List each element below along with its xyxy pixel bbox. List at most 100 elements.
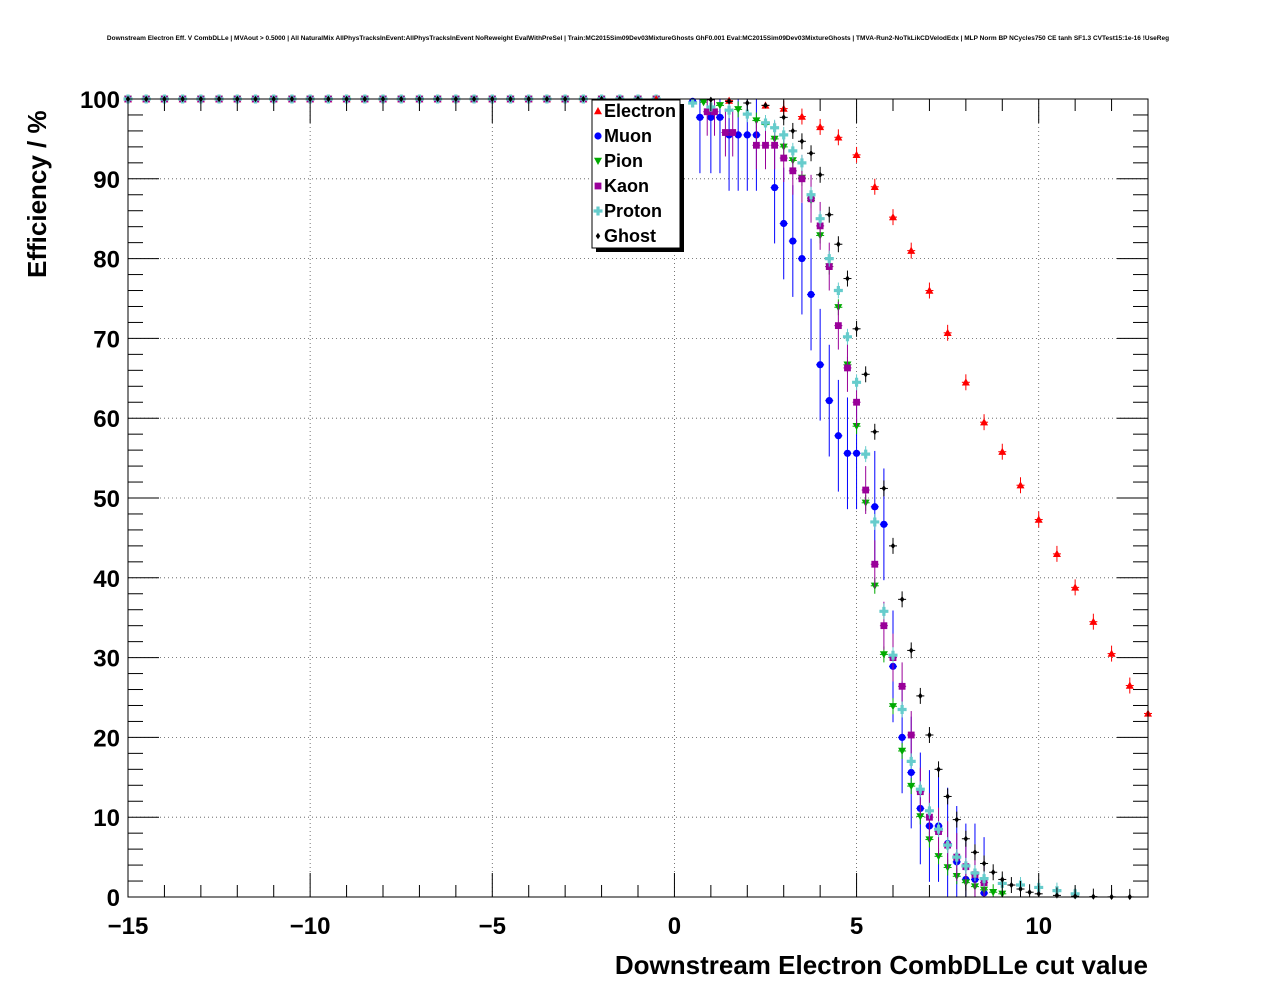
series-muon bbox=[688, 97, 989, 897]
data-point bbox=[816, 122, 825, 131]
data-point bbox=[789, 167, 797, 175]
data-point bbox=[872, 428, 878, 435]
data-point bbox=[888, 650, 898, 660]
data-point bbox=[780, 154, 788, 162]
data-point bbox=[843, 449, 852, 457]
x-tick-label: 0 bbox=[668, 913, 681, 940]
data-point bbox=[836, 241, 841, 248]
data-point bbox=[943, 840, 953, 850]
y-tick-label: 0 bbox=[107, 885, 120, 912]
y-tick-label: 100 bbox=[80, 87, 120, 114]
data-point bbox=[945, 793, 950, 800]
x-tick-label: 5 bbox=[850, 913, 863, 940]
data-point bbox=[1125, 681, 1134, 689]
data-point bbox=[726, 98, 732, 105]
data-point bbox=[989, 889, 998, 897]
data-point bbox=[963, 835, 969, 842]
x-tick-label: −5 bbox=[479, 913, 506, 940]
data-point bbox=[825, 397, 833, 405]
data-point bbox=[852, 422, 861, 431]
legend-marker bbox=[594, 157, 602, 165]
data-point bbox=[834, 322, 842, 330]
data-point bbox=[936, 766, 941, 773]
data-point bbox=[797, 158, 807, 168]
data-point bbox=[834, 432, 842, 440]
data-point bbox=[743, 131, 751, 139]
legend-item-ghost: Ghost bbox=[595, 226, 656, 246]
data-point bbox=[761, 118, 770, 128]
y-tick-label: 60 bbox=[93, 406, 120, 433]
legend-label: Pion bbox=[604, 151, 643, 171]
data-point bbox=[780, 219, 788, 228]
data-point bbox=[797, 112, 806, 120]
series-kaon bbox=[703, 99, 989, 897]
legend-marker bbox=[594, 107, 602, 115]
data-point bbox=[716, 113, 724, 121]
x-tick-label: −10 bbox=[290, 913, 331, 940]
legend-marker bbox=[594, 132, 602, 140]
data-point bbox=[889, 703, 897, 711]
legend-label: Proton bbox=[604, 201, 662, 221]
data-point bbox=[1016, 481, 1025, 489]
data-point bbox=[817, 171, 823, 179]
y-tick-label: 10 bbox=[93, 805, 120, 832]
data-point bbox=[724, 105, 734, 115]
data-point bbox=[1009, 881, 1014, 889]
data-point bbox=[952, 852, 962, 862]
series-proton bbox=[688, 98, 1080, 899]
data-point bbox=[979, 874, 989, 884]
data-point bbox=[907, 731, 915, 739]
legend-item-proton: Proton bbox=[593, 201, 662, 221]
data-point bbox=[816, 361, 824, 369]
x-tick-label: −15 bbox=[108, 913, 149, 940]
data-point bbox=[908, 647, 914, 654]
legend-marker bbox=[593, 206, 603, 216]
data-point bbox=[854, 325, 859, 333]
data-point bbox=[752, 117, 761, 125]
data-point bbox=[729, 129, 737, 136]
data-point bbox=[852, 377, 862, 387]
data-point bbox=[927, 731, 932, 739]
data-point bbox=[870, 182, 879, 190]
series-electron bbox=[652, 95, 1152, 722]
data-point bbox=[863, 371, 868, 378]
data-point bbox=[943, 328, 952, 337]
data-point bbox=[871, 560, 879, 568]
data-point bbox=[815, 214, 825, 224]
data-point bbox=[834, 133, 843, 141]
legend: Electron Muon Pion Kaon Proton Ghost bbox=[591, 99, 684, 252]
data-point bbox=[907, 768, 915, 777]
data-point bbox=[770, 123, 780, 133]
data-point bbox=[918, 692, 923, 700]
data-point bbox=[781, 114, 786, 121]
data-point bbox=[970, 868, 980, 878]
data-point bbox=[742, 109, 752, 119]
data-point bbox=[799, 138, 805, 145]
data-point bbox=[861, 449, 871, 459]
data-point bbox=[852, 150, 861, 159]
data-point bbox=[1027, 889, 1032, 896]
data-point bbox=[734, 131, 742, 139]
data-point bbox=[845, 275, 850, 282]
data-point bbox=[853, 398, 860, 406]
data-point bbox=[711, 108, 718, 116]
data-point bbox=[889, 213, 897, 221]
data-point bbox=[906, 756, 916, 766]
data-point bbox=[844, 364, 851, 372]
data-point bbox=[879, 651, 888, 659]
legend-marker bbox=[595, 232, 601, 240]
data-point bbox=[779, 130, 789, 140]
data-point bbox=[898, 682, 906, 690]
data-point bbox=[880, 520, 888, 528]
data-point bbox=[789, 237, 797, 245]
data-point bbox=[871, 503, 879, 511]
data-point bbox=[870, 517, 880, 527]
data-point bbox=[688, 98, 698, 108]
data-point bbox=[890, 542, 896, 550]
data-point bbox=[925, 286, 934, 294]
data-point bbox=[990, 869, 996, 876]
y-axis-label: Efficiency / % bbox=[22, 110, 52, 278]
data-point bbox=[1071, 583, 1080, 591]
data-point bbox=[1054, 892, 1060, 899]
